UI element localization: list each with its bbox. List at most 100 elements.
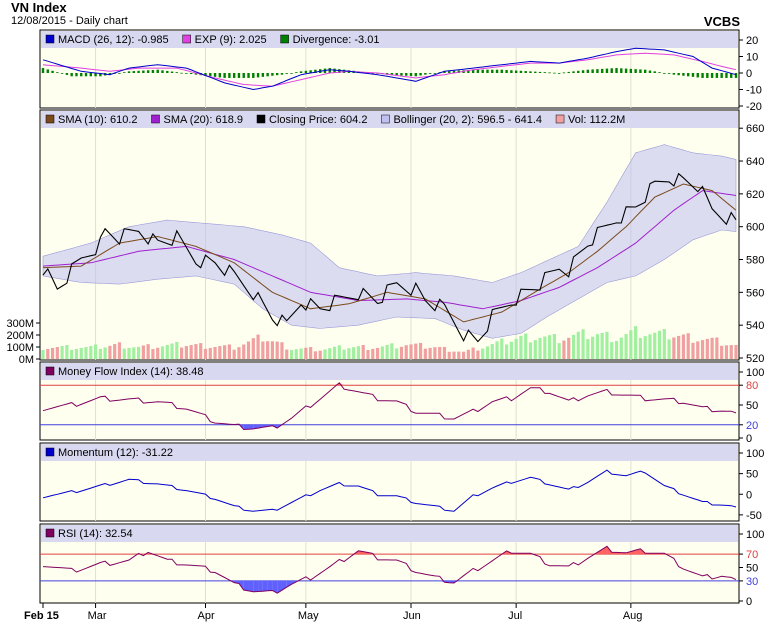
y-tick-label: 560: [746, 287, 764, 299]
legend-swatch: [45, 114, 55, 124]
divergence-bar: [572, 71, 575, 73]
divergence-bar: [615, 68, 618, 73]
chart-title: VN Index: [11, 0, 67, 15]
divergence-bar: [624, 68, 628, 73]
volume-bar: [242, 344, 246, 359]
legend-label: Bollinger (20, 2): 596.5 - 641.4: [393, 114, 542, 126]
volume-bar: [504, 344, 509, 359]
y-tick-label: 20: [746, 420, 758, 432]
volume-bar: [524, 333, 528, 359]
indicator-line: [42, 469, 737, 512]
volume-bar: [46, 348, 50, 359]
y-tick-label: 50: [746, 563, 758, 575]
volume-bar: [361, 345, 365, 359]
vol-tick-label: 0M: [19, 354, 34, 366]
divergence-bar: [70, 73, 73, 77]
volume-bar: [571, 334, 576, 359]
volume-bar: [74, 348, 79, 359]
volume-bar: [55, 347, 59, 359]
volume-bar: [715, 337, 719, 359]
volume-bar: [686, 333, 690, 359]
volume-bar: [619, 337, 623, 359]
volume-bar: [576, 331, 580, 359]
divergence-bar: [232, 73, 236, 78]
volume-bar: [227, 344, 231, 359]
divergence-bar: [448, 71, 451, 73]
divergence-bar: [118, 73, 121, 74]
volume-bar: [509, 341, 513, 359]
legend-label: EXP (9): 2.025: [195, 34, 267, 46]
volume-bar: [170, 343, 174, 359]
volume-bar: [595, 334, 599, 359]
divergence-bar: [252, 73, 255, 78]
divergence-bar: [51, 70, 54, 73]
bollinger-band: [42, 144, 737, 339]
volume-bar: [122, 348, 126, 359]
divergence-bar: [663, 73, 666, 74]
volume-bar: [246, 341, 251, 359]
divergence-bar: [204, 73, 207, 76]
y-tick-label: -10: [746, 85, 762, 97]
divergence-bar: [500, 69, 504, 73]
divergence-bar: [471, 69, 475, 73]
divergence-bar: [710, 73, 714, 78]
vol-tick-label: 100M: [6, 342, 34, 354]
volume-bar: [447, 351, 451, 359]
y-tick-label: 620: [746, 189, 764, 201]
legend-label: Divergence: -3.01: [293, 34, 380, 46]
divergence-bar: [505, 69, 508, 73]
divergence-bar: [538, 71, 542, 73]
divergence-bar: [409, 73, 413, 77]
volume-bar: [294, 349, 298, 359]
volume-bar: [299, 348, 303, 359]
divergence-bar: [534, 71, 537, 73]
divergence-bar: [94, 73, 97, 77]
volume-bar: [533, 340, 537, 359]
divergence-bar: [285, 73, 288, 74]
volume-bar: [557, 343, 561, 359]
volume-bar: [356, 346, 361, 359]
volume-bar: [442, 346, 447, 359]
volume-bar: [696, 341, 700, 359]
divergence-bar: [600, 68, 604, 73]
oversold-fill: [248, 424, 254, 430]
vol-tick-label: 200M: [6, 330, 34, 342]
volume-bar: [710, 337, 714, 359]
divergence-bar: [56, 72, 59, 73]
divergence-bar: [314, 69, 317, 73]
volume-bar: [466, 349, 470, 359]
volume-bar: [285, 349, 289, 359]
volume-bar: [562, 340, 566, 359]
volume-bar: [490, 343, 494, 359]
divergence-bar: [280, 73, 284, 75]
volume-bar: [691, 342, 695, 359]
y-tick-label: 20: [746, 35, 758, 47]
divergence-bar: [228, 73, 231, 78]
volume-bar: [127, 347, 131, 359]
divergence-bar: [209, 73, 212, 77]
volume-bar: [385, 344, 389, 359]
divergence-bar: [634, 69, 637, 73]
legend-swatch: [182, 34, 191, 44]
volume-bar: [438, 346, 442, 359]
divergence-bar: [84, 73, 88, 77]
divergence-bar: [108, 73, 112, 75]
y-tick-label: 100: [746, 367, 764, 379]
volume-bar: [624, 334, 628, 359]
volume-bar: [399, 346, 404, 359]
indicator-line: [42, 545, 737, 594]
overbought-fill: [602, 546, 607, 555]
divergence-bar: [151, 69, 155, 73]
divergence-bar: [75, 73, 78, 77]
volume-bar: [309, 347, 313, 359]
volume-bar: [98, 348, 102, 359]
divergence-bar: [185, 73, 188, 74]
volume-bar: [428, 347, 432, 359]
divergence-bar: [519, 70, 523, 73]
volume-bar: [395, 348, 399, 359]
divergence-bar: [137, 70, 140, 73]
divergence-bar: [261, 73, 265, 77]
volume-bar: [232, 349, 236, 359]
volume-bar: [256, 334, 260, 359]
